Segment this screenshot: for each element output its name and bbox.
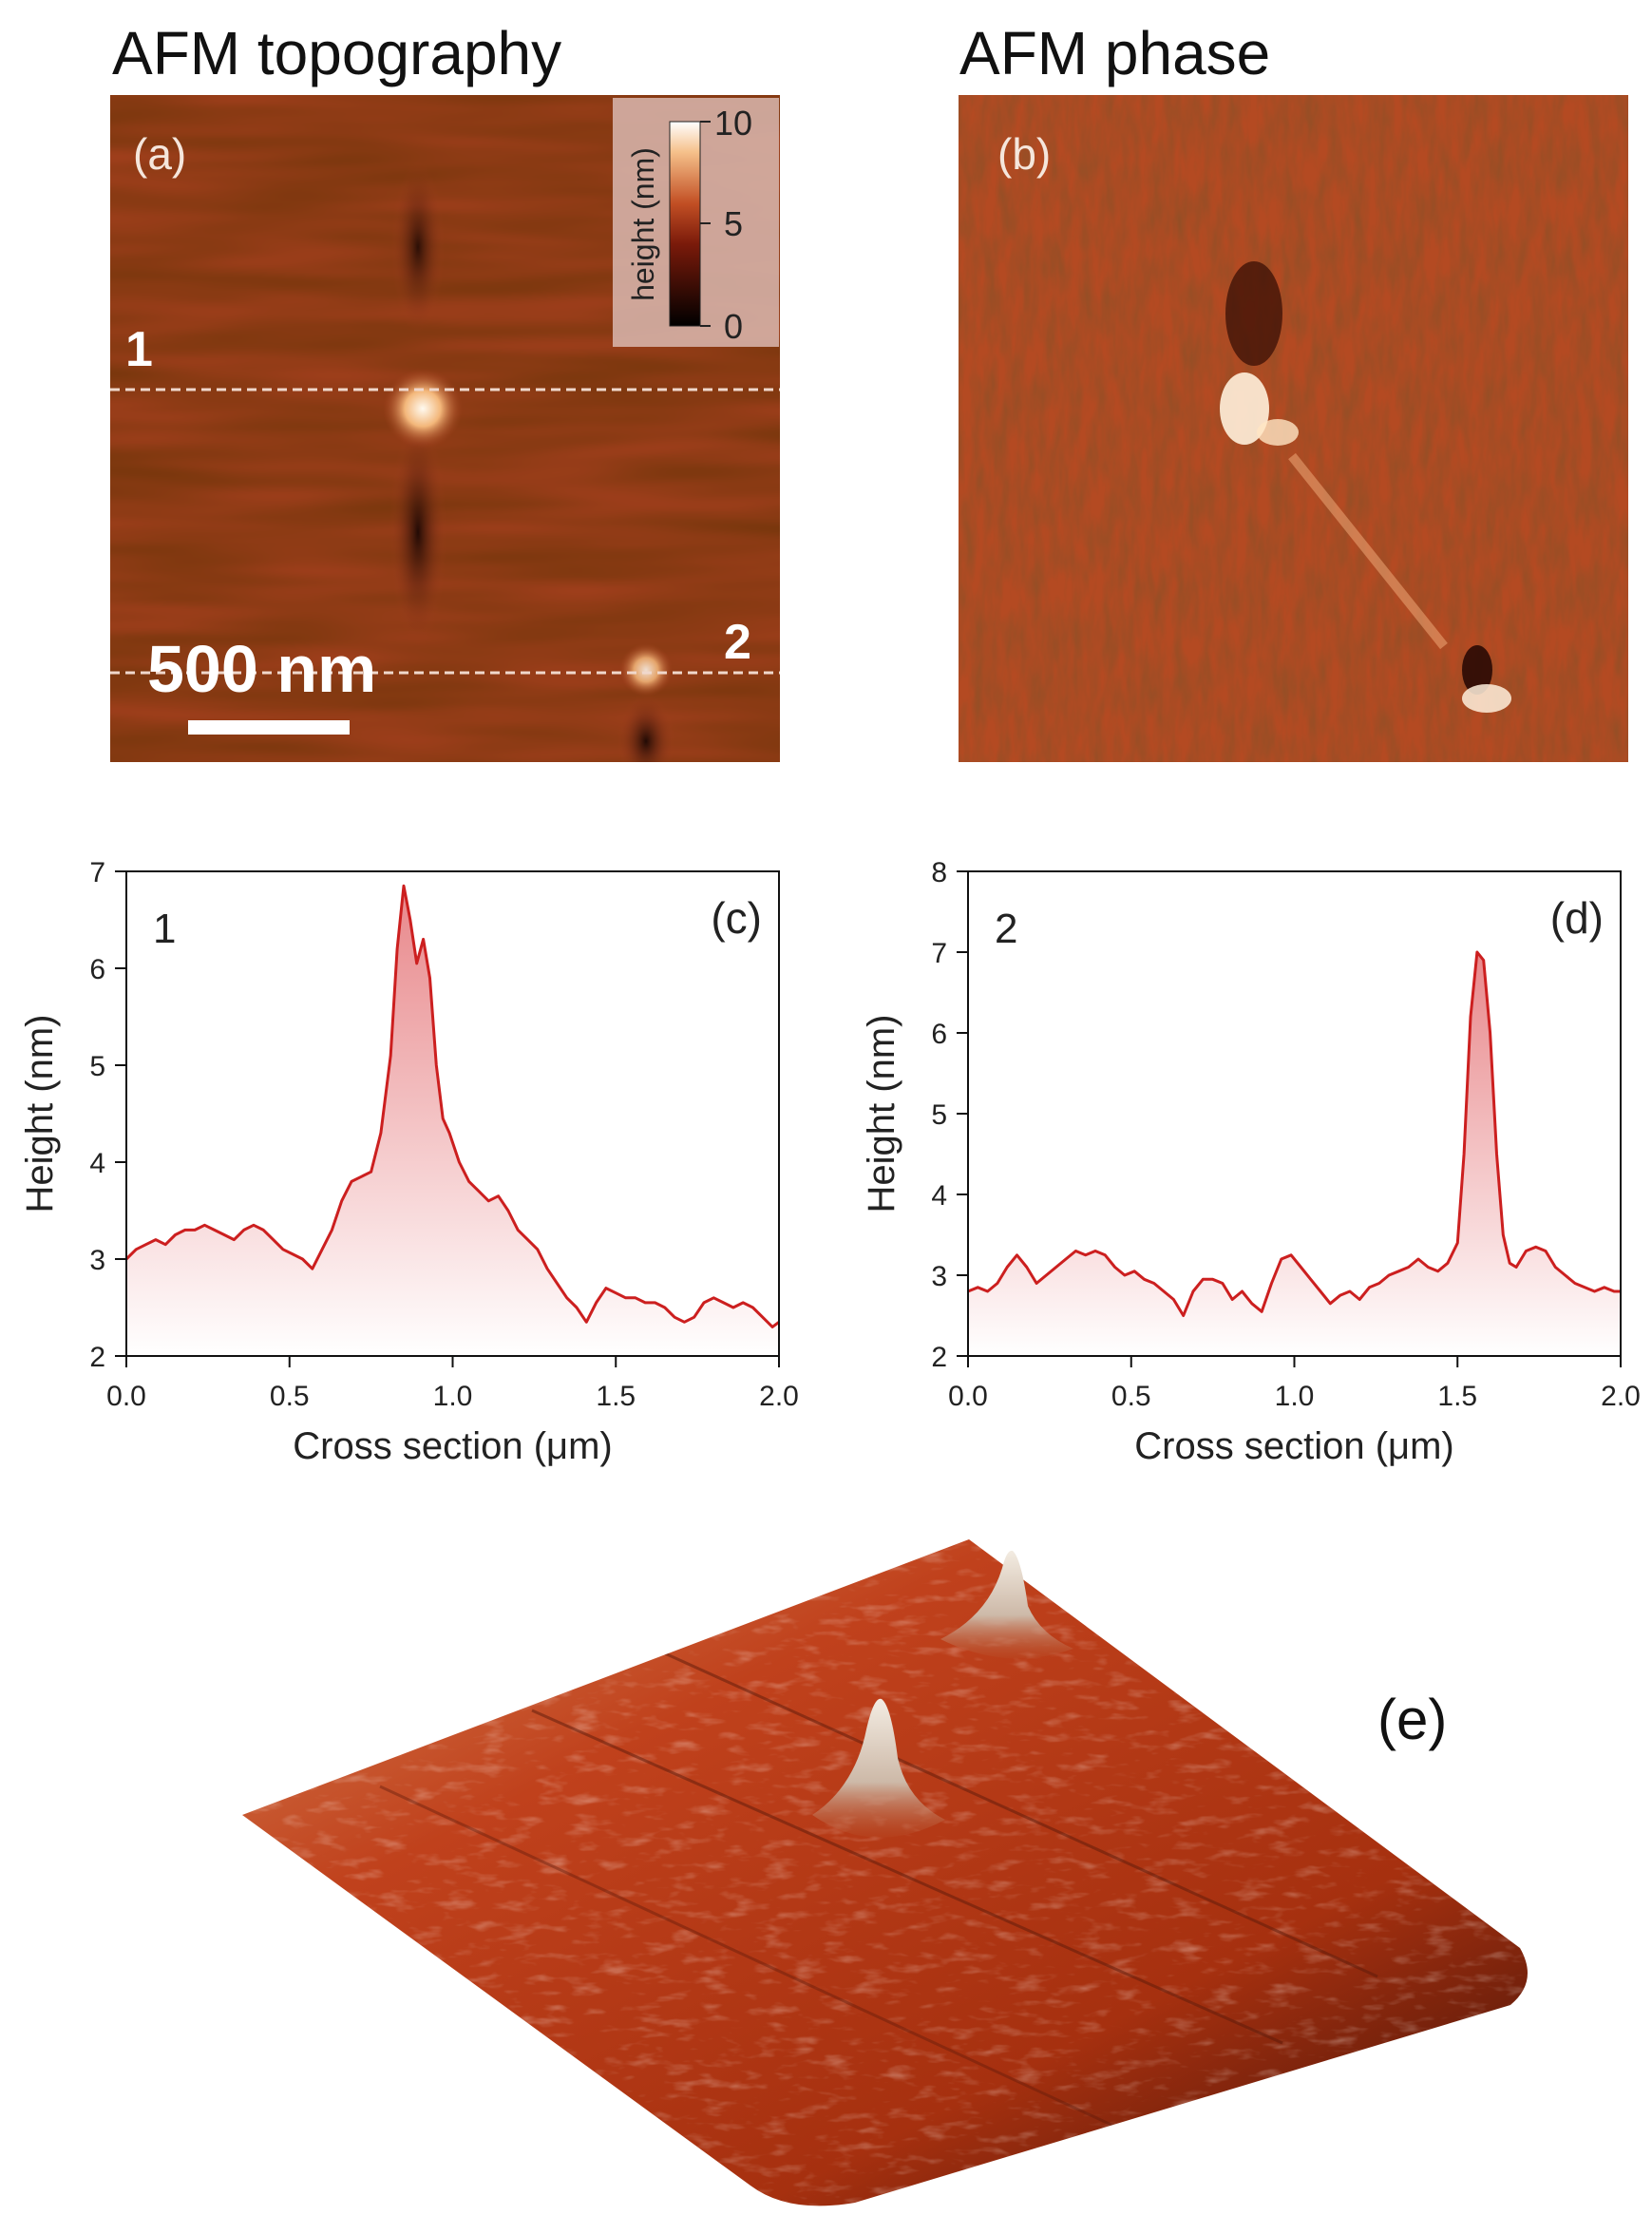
- scalebar-label: 500 nm: [147, 632, 376, 706]
- colorbar-gradient: [669, 121, 701, 327]
- panel-e-label: (e): [1377, 1688, 1447, 1751]
- chart-c-ytick-label: 2: [89, 1342, 105, 1373]
- chart-c-ytick-label: 5: [89, 1051, 105, 1082]
- chart-d-xtick-label: 1.0: [1275, 1381, 1315, 1412]
- surface-peak-1: [940, 1550, 1073, 1659]
- line-label-2: 2: [724, 615, 751, 670]
- panel-b-label: (b): [997, 129, 1051, 179]
- chart-c-ytick-label: 4: [89, 1148, 105, 1179]
- chart-c-panel-label: (c): [711, 893, 762, 943]
- chart-c-ytick-label: 7: [89, 857, 105, 888]
- chart-d-xtick-label: 0.0: [948, 1381, 988, 1412]
- panel-b-heading: AFM phase: [959, 19, 1270, 87]
- chart-d-ytick-label: 4: [931, 1180, 947, 1212]
- chart-c-ylabel: Height (nm): [19, 1015, 61, 1213]
- colorbar: 10 5 0 height (nm): [613, 98, 779, 347]
- chart-d-series-label: 2: [995, 906, 1017, 952]
- chart-d-panel-label: (d): [1550, 893, 1604, 943]
- chart-d-xtick-label: 2.0: [1601, 1381, 1641, 1412]
- chart-c-trace: [124, 884, 780, 1328]
- chart-c-xtick-label: 1.5: [596, 1381, 636, 1412]
- afm-3d-surface: [242, 1539, 1528, 2206]
- chart-c-xtick-label: 2.0: [759, 1381, 799, 1412]
- chart-c-xtick-label: 0.0: [106, 1381, 146, 1412]
- scalebar: [188, 720, 350, 735]
- chart-c-xlabel: Cross section (μm): [293, 1425, 612, 1467]
- chart-c-xtick-label: 1.0: [433, 1381, 473, 1412]
- chart-c-ytick-label: 6: [89, 954, 105, 985]
- chart-d-xtick-label: 1.5: [1437, 1381, 1477, 1412]
- chart-d-xlabel: Cross section (μm): [1134, 1425, 1453, 1467]
- chart-c-series-label: 1: [153, 906, 176, 952]
- chart-d-xtick-label: 0.5: [1111, 1381, 1151, 1412]
- chart-d-ylabel: Height (nm): [861, 1015, 902, 1213]
- chart-d-ytick-label: 2: [931, 1342, 947, 1373]
- chart-d-ytick-label: 8: [931, 857, 947, 888]
- colorbar-tick-10: 10: [714, 104, 752, 143]
- chart-c-xtick-label: 0.5: [270, 1381, 310, 1412]
- colorbar-tick-0: 0: [724, 307, 743, 346]
- chart-d: 0.0 0.5 1.0 1.5 2.0 2 3 4 5 6 7 8 Cross section (μm)…: [861, 857, 1641, 1467]
- chart-d-ytick-label: 6: [931, 1019, 947, 1050]
- colorbar-tick-5: 5: [724, 204, 743, 243]
- colorbar-title: height (nm): [626, 147, 660, 301]
- chart-c-area: [126, 886, 779, 1356]
- panel-a-label: (a): [133, 129, 186, 179]
- surface-peak-2: [812, 1698, 945, 1838]
- chart-d-ytick-label: 3: [931, 1261, 947, 1292]
- chart-c-ytick-label: 3: [89, 1245, 105, 1276]
- chart-c: 0.0 0.5 1.0 1.5 2.0 2 3 4 5 6 7 Cross section (μm) H…: [19, 857, 799, 1467]
- chart-d-area: [968, 952, 1621, 1356]
- afm-phase-image: [959, 95, 1628, 762]
- panel-a-heading: AFM topography: [112, 19, 561, 87]
- chart-d-ytick-label: 7: [931, 938, 947, 969]
- chart-d-trace: [967, 950, 1621, 1317]
- chart-d-ytick-label: 5: [931, 1099, 947, 1131]
- line-label-1: 1: [125, 322, 153, 377]
